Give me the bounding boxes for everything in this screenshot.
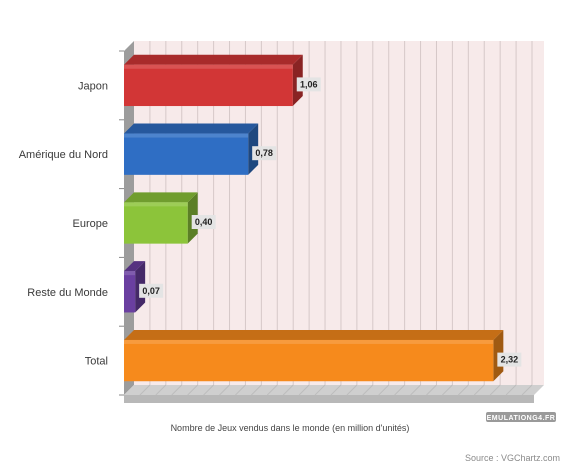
bar-5: 2,32	[124, 329, 522, 382]
value-label: 0,40	[195, 217, 213, 227]
bar-top	[124, 261, 146, 272]
floor-grid-line	[219, 384, 230, 396]
value-label: 1,06	[300, 79, 318, 89]
floor-grid-line	[187, 384, 199, 396]
floor-grid-line	[155, 384, 167, 396]
source-text: Source : VGChartz.com	[465, 453, 560, 463]
bar-front	[124, 133, 249, 175]
bar-top	[124, 329, 504, 340]
bar-front	[124, 271, 136, 313]
bars: 1,06 0,78 0,40 0,07 2,32	[124, 54, 522, 382]
floor-grid-line	[394, 384, 405, 396]
x-axis-title: Nombre de Jeux vendus dans le monde (en …	[171, 423, 410, 433]
floor-grid-line	[346, 384, 358, 396]
bar-highlight	[124, 133, 249, 138]
category-label: Europe	[73, 218, 108, 230]
category-labels: Japon Amérique du Nord Europe Reste du Mond…	[19, 80, 108, 367]
floor-grid-line	[378, 384, 390, 396]
floor-grid-line	[282, 384, 294, 396]
bar-highlight	[124, 339, 494, 344]
bar-top	[124, 54, 303, 65]
value-label-box	[139, 283, 164, 298]
bar-top	[124, 192, 198, 203]
floor-grid-line	[235, 384, 246, 396]
watermark-logo: EMULATIONG4.FR	[486, 412, 556, 422]
bar-front	[124, 202, 188, 244]
value-label-box	[296, 77, 321, 92]
floor-grid-line	[457, 384, 469, 396]
watermark-text: EMULATIONG4.FR	[487, 415, 556, 422]
floor-grid-line	[203, 384, 214, 396]
floor-grid-line	[362, 384, 374, 396]
bar-top	[124, 123, 259, 134]
floor-grid-line	[251, 384, 262, 396]
floor-grid-line	[442, 384, 453, 396]
floor-grid-line	[489, 384, 501, 396]
value-label: 0,78	[255, 148, 273, 158]
floor-grid-line	[330, 384, 342, 396]
bar-highlight	[124, 202, 188, 207]
category-label: Amérique du Nord	[19, 149, 108, 161]
floor	[124, 385, 544, 395]
value-label-box	[252, 146, 277, 161]
value-label-box	[497, 352, 522, 367]
floor-grid-line	[426, 384, 437, 396]
floor-grid-line	[314, 384, 326, 396]
floor-grid-line	[139, 384, 151, 396]
bar-highlight	[124, 64, 293, 69]
bar-2: 0,78	[124, 123, 277, 175]
category-label: Reste du Monde	[27, 287, 108, 299]
floor-grid-line	[521, 384, 533, 396]
floor-front	[124, 395, 534, 403]
floor-grid-line	[298, 384, 310, 396]
category-label: Japon	[78, 80, 108, 92]
value-label: 0,07	[142, 286, 160, 296]
value-label-box	[191, 215, 216, 229]
bar-front	[124, 64, 293, 107]
floor-grid-line	[171, 384, 183, 396]
floor-grid-line	[266, 384, 278, 396]
bar-front	[124, 339, 494, 382]
value-label: 2,32	[501, 355, 519, 365]
floor-grid-line	[473, 384, 485, 396]
bar-4: 0,07	[124, 261, 164, 313]
bar-highlight	[124, 271, 136, 276]
floor-grid-line	[505, 384, 517, 396]
category-label: Total	[85, 356, 108, 368]
bar-1: 1,06	[124, 54, 321, 107]
floor-grid-line	[410, 384, 421, 396]
bar-3: 0,40	[124, 192, 216, 244]
